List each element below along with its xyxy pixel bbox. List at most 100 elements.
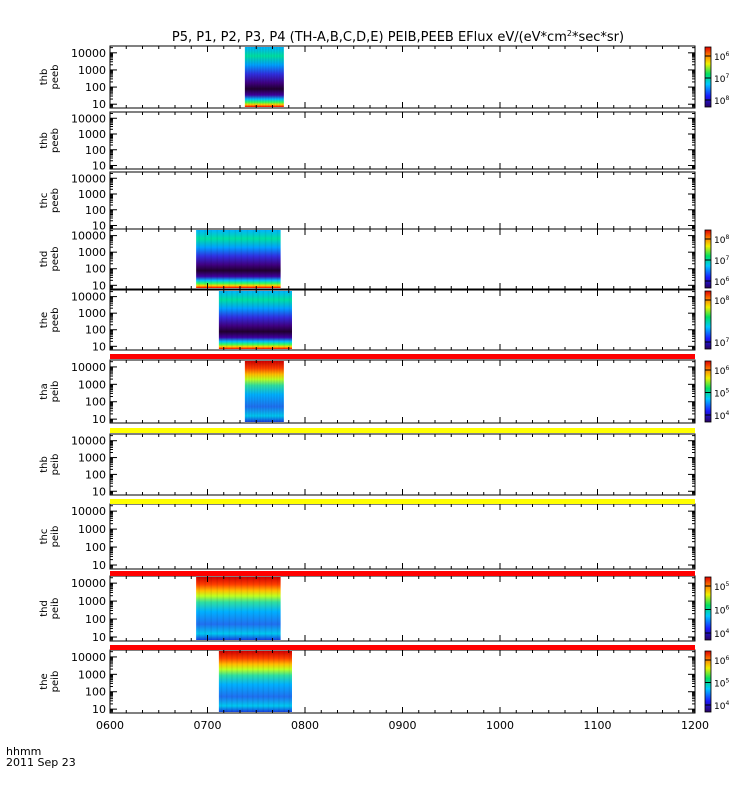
panel-probe-label: thc <box>39 529 50 545</box>
panel-frame <box>109 649 696 714</box>
date-label: 2011 Sep 23 <box>6 756 76 769</box>
colorbar-tick-label: 104 <box>714 410 729 422</box>
flag-bar <box>110 571 695 576</box>
panel-probe-label: thd <box>39 600 50 617</box>
colorbar-tick-label: 108 <box>714 295 729 307</box>
panel-tha-peib: 10 100 1000 10000 tha peib 106 105 104 <box>39 359 729 426</box>
y-tick-label: 100 <box>85 468 106 481</box>
spectrogram-data <box>196 577 281 640</box>
panel-probe-label: thd <box>39 251 50 268</box>
colorbar <box>704 360 712 423</box>
colorbar-tick-label: 107 <box>714 73 729 85</box>
colorbar-tick-label: 108 <box>714 95 729 107</box>
y-tick-label: 10000 <box>71 47 106 60</box>
spectrogram-data <box>218 651 292 712</box>
y-tick-label: 10000 <box>71 435 106 448</box>
colorbar <box>704 46 712 108</box>
spectrogram-data <box>196 230 281 288</box>
colorbar <box>704 290 712 350</box>
colorbar-tick-label: 104 <box>714 628 729 640</box>
y-tick-label: 10000 <box>71 577 106 590</box>
x-tick-label: 1100 <box>584 719 612 732</box>
y-tick-label: 1000 <box>78 668 106 681</box>
x-tick-label: 0900 <box>389 719 417 732</box>
spectrogram-data <box>244 361 284 422</box>
y-tick-label: 10 <box>92 160 106 173</box>
x-axis: 0600 0700 0800 0900 1000 1100 1200 <box>96 719 709 732</box>
x-tick-label: 1000 <box>486 719 514 732</box>
panel-thd-peib: 10 100 1000 10000 thd peib 105 106 104 <box>39 575 729 644</box>
colorbar-tick-label: 106 <box>714 365 729 377</box>
panel-species-label: peeb <box>50 188 61 213</box>
y-tick-label: 10 <box>92 340 106 353</box>
flag-bar <box>110 499 695 504</box>
spectrogram-data <box>218 291 292 349</box>
colorbar-tick-label: 106 <box>714 655 729 667</box>
y-tick-label: 10000 <box>71 291 106 304</box>
panel-frame <box>109 433 696 496</box>
panel-the-peib: 10 100 1000 10000 the peib 106 105 104 <box>39 649 729 716</box>
x-tick-label: 0600 <box>96 719 124 732</box>
colorbar <box>704 229 712 289</box>
y-tick-label: 1000 <box>78 246 106 259</box>
y-tick-label: 10000 <box>71 651 106 664</box>
panel-frame <box>109 111 696 170</box>
chart-title: P5, P1, P2, P3, P4 (TH-A,B,C,D,E) PEIB,P… <box>172 29 624 45</box>
y-tick-label: 100 <box>85 541 106 554</box>
flag-bar <box>110 428 695 433</box>
y-tick-label: 100 <box>85 81 106 94</box>
colorbar-tick-label: 107 <box>714 337 729 349</box>
y-tick-label: 1000 <box>78 595 106 608</box>
colorbar-tick-label: 107 <box>714 255 729 267</box>
panel-thb-peib: 10 100 1000 10000 thb peib <box>39 433 696 498</box>
y-tick-label: 10000 <box>71 361 106 374</box>
panel-frame <box>109 289 696 351</box>
panel-probe-label: thb <box>39 69 50 86</box>
y-tick-label: 10 <box>92 220 106 233</box>
y-tick-label: 100 <box>85 144 106 157</box>
y-tick-label: 100 <box>85 263 106 276</box>
spectrogram-data <box>244 47 284 107</box>
panel-thb-peeb: 10 100 1000 10000 thb peeb <box>39 111 696 173</box>
panel-probe-label: thb <box>39 456 50 473</box>
colorbar-tick-label: 105 <box>714 678 729 690</box>
y-tick-label: 10 <box>92 631 106 644</box>
y-tick-label: 10 <box>92 413 106 426</box>
y-tick-label: 10 <box>92 559 106 572</box>
y-tick-label: 10 <box>92 703 106 716</box>
y-tick-label: 10000 <box>71 230 106 243</box>
panel-species-label: peeb <box>50 247 61 272</box>
panel-species-label: peeb <box>50 65 61 90</box>
panel-frame <box>109 359 696 424</box>
panel-probe-label: thb <box>39 132 50 149</box>
y-tick-label: 1000 <box>78 128 106 141</box>
colorbar-tick-label: 105 <box>714 388 729 400</box>
chart-title-tail: *sec*sr) <box>572 30 624 45</box>
colorbar <box>704 576 712 641</box>
y-tick-label: 10000 <box>71 112 106 125</box>
x-axis-label: hhmm <box>6 745 41 758</box>
x-tick-label: 1200 <box>681 719 709 732</box>
y-tick-label: 1000 <box>78 64 106 77</box>
colorbar-tick-label: 106 <box>714 51 729 63</box>
panel-thc-peib: 10 100 1000 10000 thc peib <box>39 503 696 572</box>
panel-frame <box>109 171 696 230</box>
panel-species-label: peib <box>50 671 61 693</box>
panel-species-label: peeb <box>50 128 61 153</box>
y-tick-label: 1000 <box>78 307 106 320</box>
y-tick-label: 1000 <box>78 378 106 391</box>
panel-thd-peeb: 10 100 1000 10000 thd peeb 108 107 106 <box>39 228 729 292</box>
panel-species-label: peib <box>50 454 61 476</box>
y-tick-label: 10 <box>92 98 106 111</box>
panel-the-peeb: 10 100 1000 10000 the peeb 108 107 <box>39 289 729 353</box>
y-tick-label: 100 <box>85 324 106 337</box>
panel-probe-label: tha <box>39 383 50 399</box>
panel-species-label: peib <box>50 526 61 548</box>
flag-bar <box>110 645 695 650</box>
x-tick-label: 0700 <box>194 719 222 732</box>
y-tick-label: 100 <box>85 396 106 409</box>
panel-thb-peeb: 10 100 1000 10000 thb peeb 106 107 108 <box>39 45 729 111</box>
chart-title-text: P5, P1, P2, P3, P4 (TH-A,B,C,D,E) PEIB,P… <box>172 30 567 45</box>
